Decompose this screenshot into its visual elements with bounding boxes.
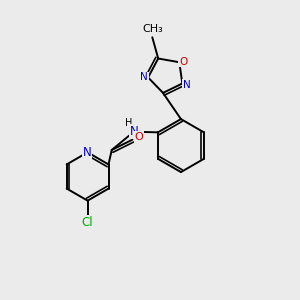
Text: N: N [183,80,190,90]
Text: O: O [134,132,143,142]
Text: N: N [140,73,148,82]
Text: N: N [129,125,138,138]
Text: N: N [82,146,91,159]
Text: Cl: Cl [82,216,93,229]
Text: H: H [125,118,132,128]
Text: CH₃: CH₃ [142,24,163,34]
Text: O: O [179,57,187,67]
